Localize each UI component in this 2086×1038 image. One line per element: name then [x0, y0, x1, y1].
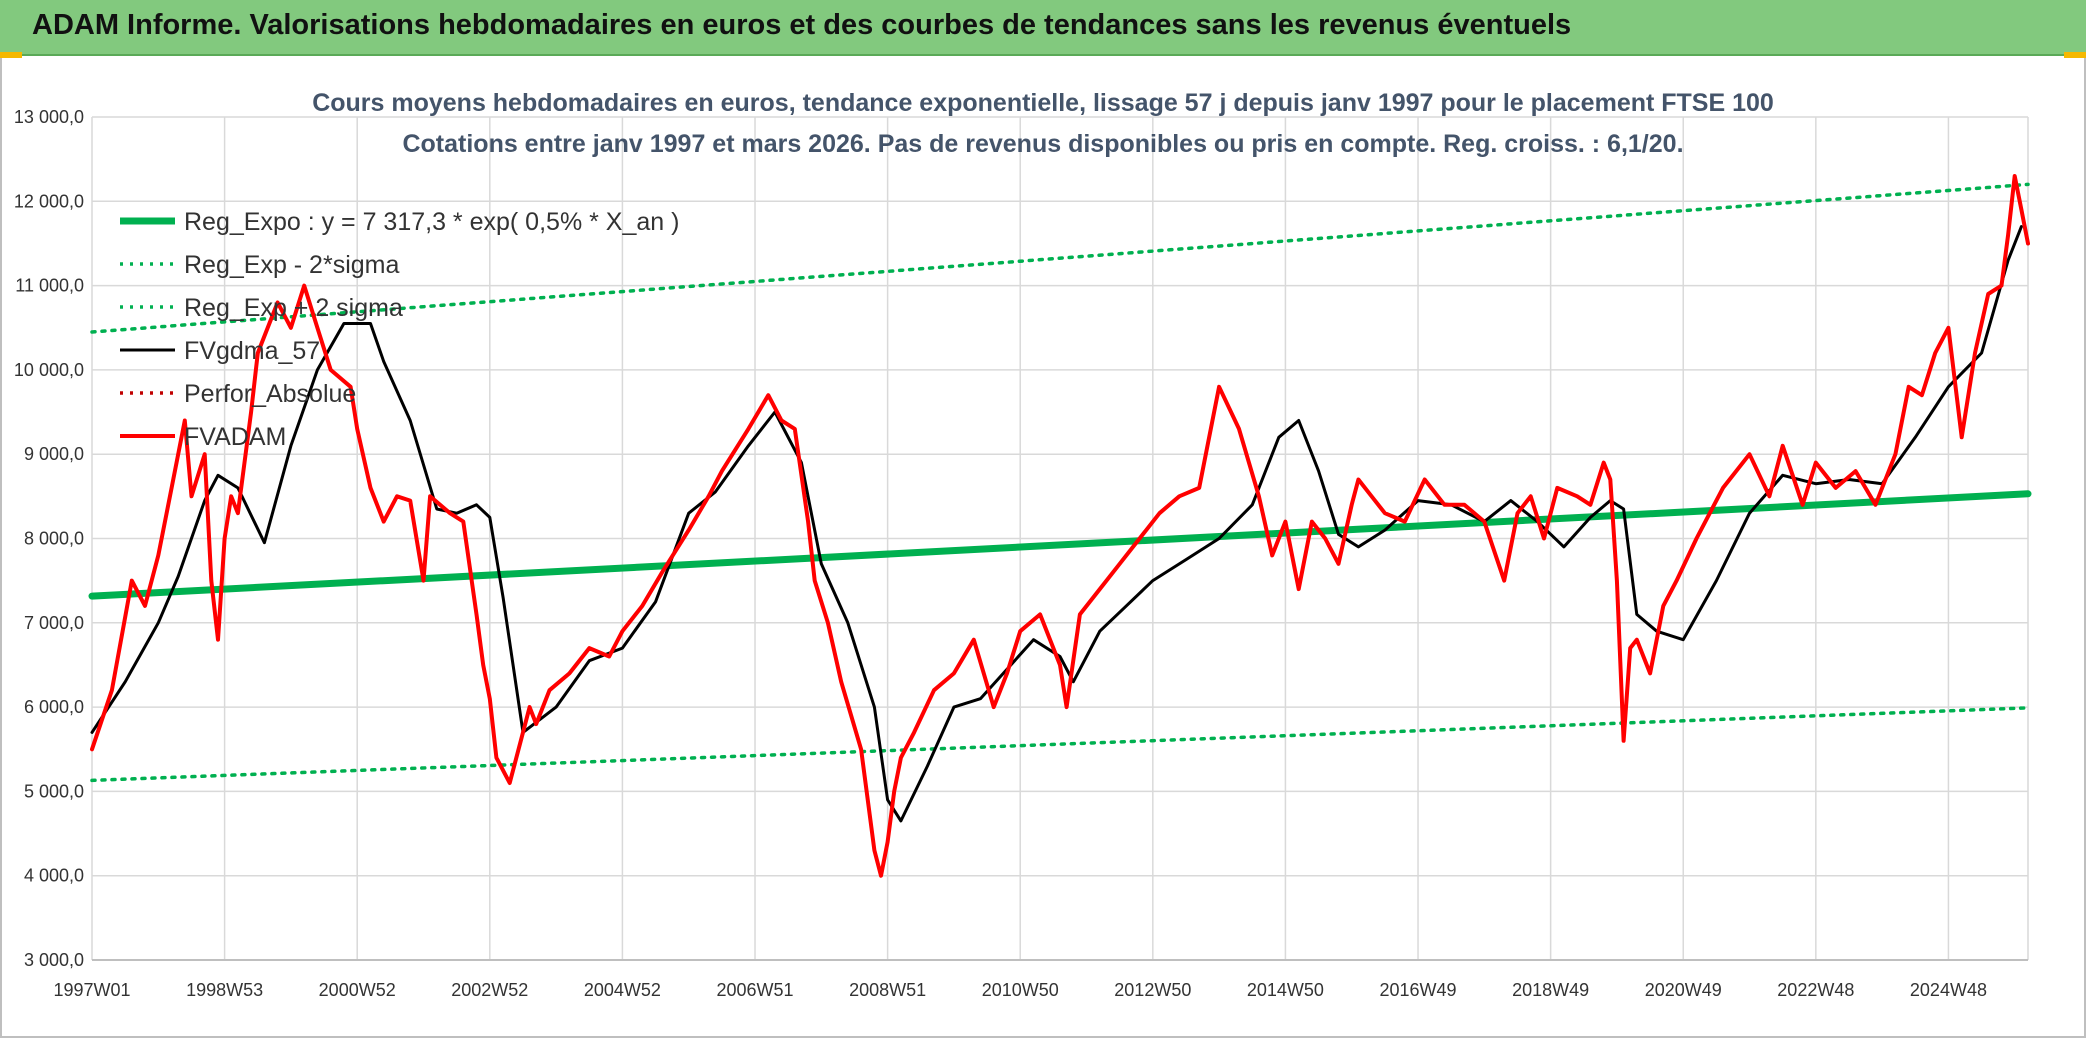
series-line-0: [88, 490, 2032, 600]
x-tick-label: 2014W50: [1247, 980, 1324, 1000]
y-tick-label: 3 000,0: [24, 950, 84, 970]
x-tick-label: 2006W51: [716, 980, 793, 1000]
legend-label: Reg_Expo : y = 7 317,3 * exp( 0,5% * X_a…: [184, 208, 679, 236]
chart-titles: Cours moyens hebdomadaires en euros, ten…: [312, 89, 1774, 158]
x-tick-label: 2000W52: [319, 980, 396, 1000]
y-tick-label: 12 000,0: [14, 191, 84, 211]
series-line-2: [90, 182, 2030, 334]
y-tick-label: 6 000,0: [24, 697, 84, 717]
x-tick-label: 2020W49: [1645, 980, 1722, 1000]
axes: 3 000,0 4 000,0 5 000,0 6 000,0 7 000,0 8 000…: [14, 107, 2028, 1000]
legend-label: FVADAM: [184, 423, 286, 451]
x-tick-label: 2008W51: [849, 980, 926, 1000]
legend-label: FVgdma_57: [184, 337, 320, 365]
x-tick-label: 2018W49: [1512, 980, 1589, 1000]
x-tick-label: 2004W52: [584, 980, 661, 1000]
x-tick-label: 2024W48: [1910, 980, 1987, 1000]
y-tick-label: 10 000,0: [14, 360, 84, 380]
y-tick-label: 5 000,0: [24, 781, 84, 801]
x-tick-label: 1998W53: [186, 980, 263, 1000]
series-layer: [88, 174, 2032, 878]
x-tick-label: 1997W01: [53, 980, 130, 1000]
corner-accent-left: [0, 52, 22, 58]
corner-accent-right: [2064, 52, 2086, 58]
series-line-5: [90, 174, 2030, 878]
legend-label: Reg_Exp + 2 sigma: [184, 294, 403, 322]
y-tick-label: 8 000,0: [24, 529, 84, 549]
legend-label: Reg_Exp - 2*sigma: [184, 251, 399, 279]
y-tick-label: 4 000,0: [24, 866, 84, 886]
report-title: ADAM Informe. Valorisations hebdomadaire…: [32, 9, 1572, 41]
legend-label: Perfor_Absolue: [184, 380, 356, 408]
legend: Reg_Expo : y = 7 317,3 * exp( 0,5% * X_a…: [120, 208, 679, 451]
x-tick-label: 2010W50: [982, 980, 1059, 1000]
y-tick-label: 9 000,0: [24, 444, 84, 464]
y-tick-label: 13 000,0: [14, 107, 84, 127]
x-tick-label: 2016W49: [1379, 980, 1456, 1000]
y-tick-label: 7 000,0: [24, 613, 84, 633]
report-banner: ADAM Informe. Valorisations hebdomadaire…: [0, 0, 2086, 56]
y-tick-label: 11 000,0: [15, 276, 84, 296]
x-tick-label: 2022W48: [1777, 980, 1854, 1000]
x-tick-label: 2002W52: [451, 980, 528, 1000]
series-line-1: [90, 706, 2030, 783]
x-tick-label: 2012W50: [1114, 980, 1191, 1000]
chart-title: Cours moyens hebdomadaires en euros, ten…: [312, 89, 1774, 117]
chart-subtitle: Cotations entre janv 1997 et mars 2026. …: [402, 130, 1683, 158]
series-line-3: [90, 225, 2023, 823]
